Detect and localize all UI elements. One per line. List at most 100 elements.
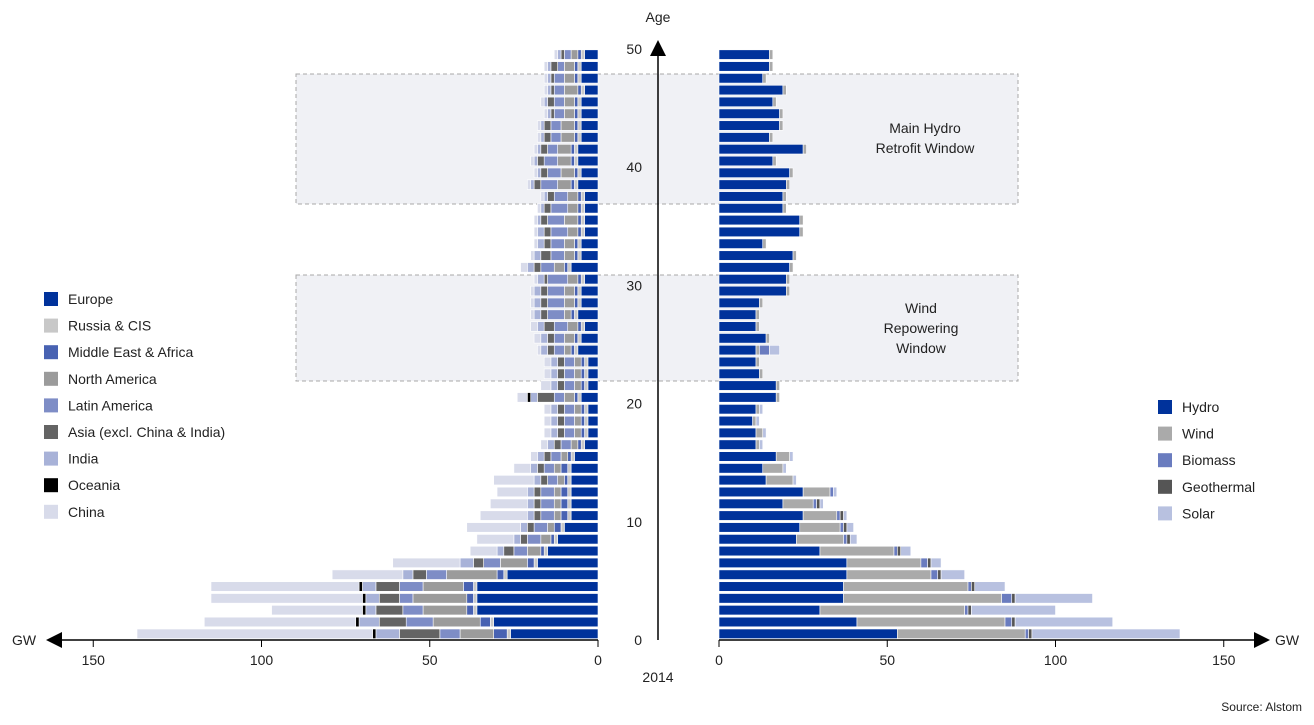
age-tick-label: 40 [626,159,642,175]
bar-segment-asia-excl-china-india--age-40 [537,155,545,167]
bar-segment-china-age-4 [210,581,360,592]
bar-segment-india-age-30 [537,274,545,285]
age-tick-label: 0 [634,632,642,648]
bar-segment-hydro-age-3 [718,593,844,604]
bar-segment-india-age-9 [520,522,528,533]
bar-segment-europe-age-6 [537,557,599,568]
bar-segment-latin-america-age-3 [399,593,414,604]
bar-segment-middle-east-africa-age-12 [560,486,569,498]
bar-segment-latin-america-age-30 [547,274,569,285]
bar-segment-asia-excl-china-india--age-43 [543,120,552,131]
bar-segment-wind-age-39 [789,167,794,178]
bar-segment-europe-age-23 [587,356,599,368]
bar-segment-russia-cis-age-23 [584,356,589,368]
bar-segment-europe-age-32 [580,250,599,261]
bar-segment-china-age-37 [540,191,545,202]
bar-segment-india-age-20 [530,392,538,403]
bar-segment-wind-age-15 [775,451,790,462]
bar-segment-china-age-10 [479,510,528,521]
bar-segment-wind-age-45 [772,96,777,107]
bar-segment-middle-east-africa-age-47 [574,73,579,84]
bar-segment-north-america-age-23 [574,356,582,368]
bar-segment-middle-east-africa-age-10 [560,510,569,521]
bar-segment-hydro-age-17 [718,427,757,438]
bar-segment-wind-age-11 [782,498,814,509]
bar-segment-india-age-2 [365,605,377,616]
bar-segment-russia-cis-age-38 [574,179,579,190]
bar-segment-asia-excl-china-india--age-36 [543,203,552,214]
bar-segment-latin-america-age-48 [557,61,565,72]
bar-segment-europe-age-30 [584,274,599,285]
bar-segment-hydro-age-9 [718,522,801,533]
bar-segment-india-age-22 [550,368,558,379]
bar-segment-wind-age-46 [782,84,787,96]
bar-segment-middle-east-africa-age-17 [580,427,585,438]
bar-segment-asia-excl-china-india--age-16 [553,439,562,450]
bar-segment-north-america-age-7 [527,545,542,557]
bar-segment-india-age-28 [533,297,542,308]
bar-segment-india-age-25 [540,333,548,344]
bar-segment-asia-excl-china-india--age-30 [543,274,548,285]
bar-segment-solar-age-24 [769,345,780,356]
bar-segment-latin-america-age-47 [553,73,565,84]
bar-segment-china-age-13 [493,475,535,486]
bar-segment-india-age-24 [540,345,548,356]
bar-segment-latin-america-age-49 [564,49,572,60]
bar-segment-china-age-15 [530,451,538,462]
bar-segment-india-age-16 [547,439,555,450]
bar-segment-middle-east-africa-age-22 [580,368,585,379]
bar-segment-hydro-age-10 [718,510,804,521]
bar-segment-north-america-age-6 [500,557,528,568]
bar-segment-north-america-age-38 [557,179,572,190]
bar-segment-china-age-33 [533,238,538,249]
bar-segment-china-age-24 [537,345,542,356]
legend-label: India [68,451,99,467]
legend-label: Asia (excl. China & India) [68,424,225,440]
bar-segment-asia-excl-china-india--age-1 [378,616,407,628]
bar-segment-europe-age-27 [577,309,599,320]
bar-segment-north-america-age-26 [567,321,579,332]
bar-segment-europe-age-5 [506,569,599,580]
bar-segment-china-age-38 [527,179,532,190]
bar-segment-europe-age-12 [570,486,599,498]
left-x-axis-unit: GW [12,632,37,648]
bar-segment-china-age-8 [476,534,515,545]
bar-segment-europe-age-20 [580,392,599,403]
bar-segment-europe-age-26 [584,321,599,332]
bar-segment-india-age-21 [550,380,558,391]
bar-segment-india-age-35 [537,215,542,226]
bar-segment-china-age-14 [513,463,532,474]
bar-segment-india-age-34 [537,226,545,238]
bar-segment-china-age-31 [520,262,528,273]
bar-segment-russia-cis-age-43 [577,120,582,131]
bar-segment-asia-excl-china-india--age-38 [533,179,542,190]
bar-segment-wind-age-35 [799,215,804,226]
bar-segment-wind-age-16 [755,439,760,450]
bar-segment-latin-america-age-15 [550,451,562,462]
bar-segment-middle-east-africa-age-40 [570,155,575,167]
bar-segment-hydro-age-23 [718,356,757,368]
bar-segment-russia-cis-age-10 [567,510,572,521]
bar-segment-china-age-36 [537,203,542,214]
right-x-axis-arrow-icon [1254,632,1270,648]
bar-segment-russia-cis-age-36 [580,203,585,214]
bar-segment-latin-america-age-19 [564,404,575,415]
bar-segment-wind-age-13 [765,475,794,486]
bar-segment-latin-america-age-20 [553,392,565,403]
bar-segment-north-america-age-4 [422,581,464,592]
bar-segment-europe-age-28 [580,297,599,308]
bar-segment-latin-america-age-32 [550,250,565,261]
bar-segment-russia-cis-age-21 [584,380,589,391]
bar-segment-middle-east-africa-age-9 [553,522,562,533]
left-legend: Europe Russia & CIS Middle East & Africa No… [44,291,225,520]
bar-segment-latin-america-age-14 [543,463,555,474]
bar-segment-hydro-age-2 [718,605,821,616]
bar-segment-wind-age-32 [792,250,797,261]
bar-segment-middle-east-africa-age-4 [463,581,474,592]
bar-segment-solar-age-1 [1014,616,1114,628]
bar-segment-north-america-age-29 [564,285,575,297]
bar-segment-middle-east-africa-age-1 [479,616,491,628]
bar-segment-latin-america-age-37 [553,191,569,202]
bar-segment-europe-age-3 [476,593,599,604]
